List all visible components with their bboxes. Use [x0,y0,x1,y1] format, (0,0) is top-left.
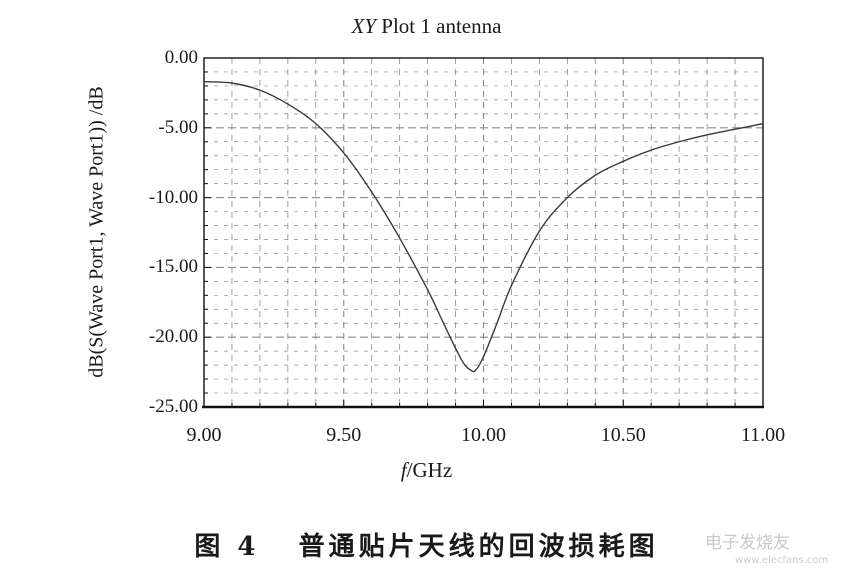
x-tick-label: 9.00 [186,424,222,446]
x-axis-label: f/GHz [0,458,853,483]
caption-text: 普通贴片天线的回波损耗图 [298,532,659,562]
chart-title-rest: Plot 1 antenna [376,14,502,38]
chart-title-italic: XY [351,14,377,38]
figure-caption: 图 4 普通贴片天线的回波损耗图 [0,526,853,563]
y-tick-label: -25.00 [148,396,198,417]
y-tick-label: -20.00 [148,326,198,348]
x-tick-label: 10.00 [461,424,506,446]
x-axis-label-italic: f [400,458,407,482]
y-tick-label: -15.00 [148,256,198,278]
y-tick-label: -10.00 [148,186,198,208]
y-tick-label: 0.00 [164,47,198,68]
x-tick-label: 10.50 [600,424,646,446]
s11-curve [203,81,764,373]
chart-title: XY Plot 1 antenna [0,14,853,39]
x-tick-label: 9.50 [326,424,362,446]
watermark-url: www.elecfans.com [735,555,829,566]
plot-frame [203,57,764,408]
watermark-logo: 电子发烧友 [705,533,790,553]
x-tick-label: 11.00 [740,424,786,446]
y-tick-label: -5.00 [158,116,198,138]
x-axis-label-rest: /GHz [406,458,453,482]
caption-label: 图 4 [194,532,260,562]
